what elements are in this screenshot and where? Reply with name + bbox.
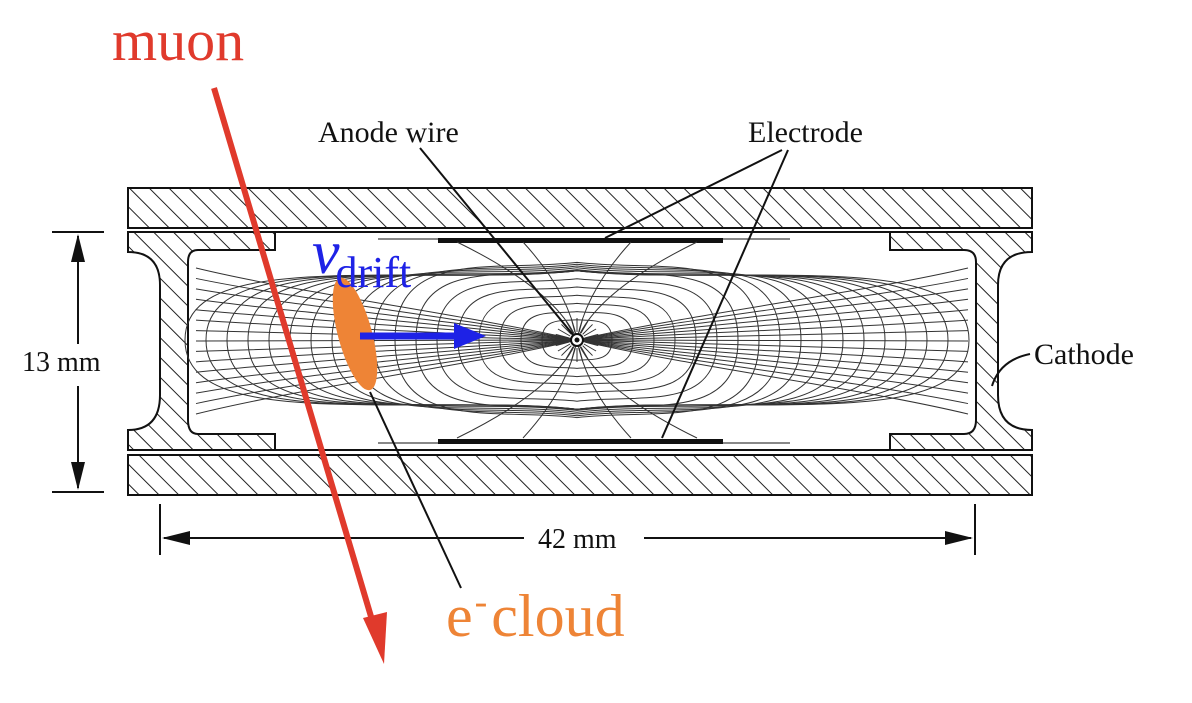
electrode-leader-top xyxy=(604,149,783,239)
top-wall xyxy=(127,187,1033,229)
left-cathode xyxy=(127,231,276,451)
drift-subscript: drift xyxy=(335,248,412,297)
muon-track xyxy=(211,87,387,664)
drift-arrow xyxy=(360,323,486,349)
electrode-leader-bottom xyxy=(661,149,789,439)
height-label: 13 mm xyxy=(22,347,101,378)
bottom-wall xyxy=(127,454,1033,496)
drift-velocity-label: vdrift xyxy=(312,222,411,295)
bottom-electrode xyxy=(438,439,723,444)
width-label: 42 mm xyxy=(532,526,623,554)
electron-charge: - xyxy=(474,581,488,623)
electrode-label: Electrode xyxy=(748,116,863,149)
anode-leader xyxy=(419,147,575,337)
cathode-label: Cathode xyxy=(1034,338,1134,371)
field-lines xyxy=(195,241,969,439)
velocity-symbol: v xyxy=(312,219,340,287)
cloud-word: cloud xyxy=(491,583,625,649)
cathode-leader xyxy=(991,353,1031,387)
cloud-leader xyxy=(369,391,462,589)
width-dimension xyxy=(159,504,976,555)
equipotential-lines xyxy=(184,261,970,419)
electron-symbol: e xyxy=(446,583,473,649)
electron-cloud-label: e-cloud xyxy=(446,583,625,646)
right-cathode xyxy=(889,231,1033,451)
anode-wire-label: Anode wire xyxy=(318,116,459,149)
height-dimension xyxy=(52,231,104,493)
muon-label: muon xyxy=(112,8,245,73)
top-electrode xyxy=(438,238,723,243)
electron-cloud xyxy=(332,277,378,391)
